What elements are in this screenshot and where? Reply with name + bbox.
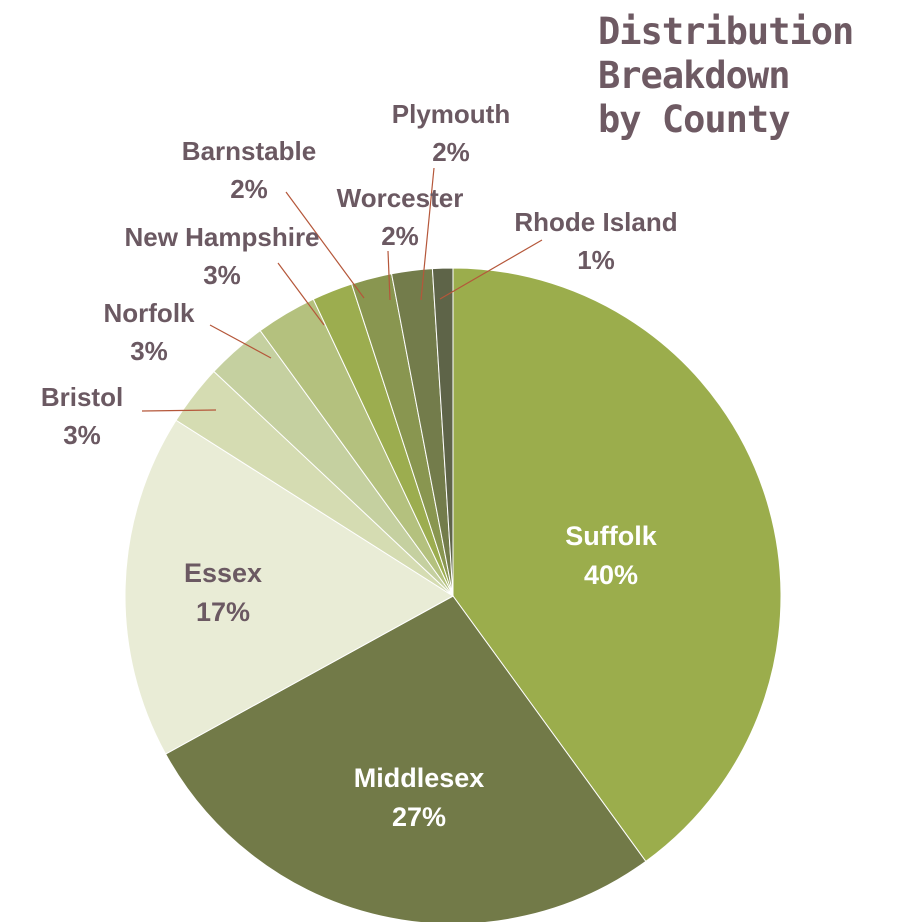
slice-name-new-hampshire: New Hampshire bbox=[124, 222, 319, 252]
slice-percent-barnstable: 2% bbox=[230, 174, 268, 204]
slice-percent-middlesex: 27% bbox=[392, 802, 446, 832]
slice-label-plymouth: Plymouth 2% bbox=[392, 99, 510, 167]
slice-label-barnstable: Barnstable 2% bbox=[182, 136, 316, 204]
leader-line-plymouth bbox=[420, 167, 435, 301]
slice-name-norfolk: Norfolk bbox=[104, 298, 196, 328]
slice-percent-essex: 17% bbox=[196, 597, 250, 627]
leader-line-norfolk bbox=[209, 324, 272, 359]
slice-name-plymouth: Plymouth bbox=[392, 99, 510, 129]
slice-percent-suffolk: 40% bbox=[584, 560, 638, 590]
slice-label-middlesex: Middlesex 27% bbox=[354, 763, 485, 832]
pie-slice-rhode-island bbox=[431, 267, 454, 597]
leader-line-bristol bbox=[141, 409, 217, 412]
slice-label-rhode-island: Rhode Island 1% bbox=[514, 207, 677, 275]
leader-line-barnstable bbox=[285, 191, 365, 299]
slice-name-rhode-island: Rhode Island bbox=[514, 207, 677, 237]
slice-label-norfolk: Norfolk 3% bbox=[104, 298, 196, 366]
slice-label-bristol: Bristol 3% bbox=[41, 382, 123, 450]
pie-slice-essex bbox=[124, 419, 454, 755]
chart-title: Distribution Breakdown by County bbox=[598, 10, 854, 141]
slice-percent-norfolk: 3% bbox=[130, 336, 168, 366]
slice-name-barnstable: Barnstable bbox=[182, 136, 316, 166]
slice-percent-worcester: 2% bbox=[381, 221, 419, 251]
slice-label-essex: Essex 17% bbox=[184, 558, 262, 627]
leader-line-new-hampshire bbox=[277, 262, 325, 326]
pie-slice-suffolk bbox=[452, 267, 782, 863]
leader-line-worcester bbox=[387, 250, 391, 301]
slice-label-suffolk: Suffolk 40% bbox=[565, 521, 657, 590]
slice-percent-bristol: 3% bbox=[63, 420, 101, 450]
slice-name-middlesex: Middlesex bbox=[354, 763, 485, 793]
slice-name-suffolk: Suffolk bbox=[565, 521, 657, 551]
slice-label-worcester: Worcester 2% bbox=[337, 183, 464, 251]
slice-label-new-hampshire: New Hampshire 3% bbox=[124, 222, 319, 290]
slice-name-worcester: Worcester bbox=[337, 183, 464, 213]
slice-name-bristol: Bristol bbox=[41, 382, 123, 412]
leader-line-rhode-island bbox=[439, 239, 543, 300]
slice-percent-new-hampshire: 3% bbox=[203, 260, 241, 290]
pie-slice-middlesex bbox=[164, 595, 647, 922]
slice-name-essex: Essex bbox=[184, 558, 262, 588]
slice-percent-rhode-island: 1% bbox=[577, 245, 615, 275]
slice-percent-plymouth: 2% bbox=[432, 137, 470, 167]
